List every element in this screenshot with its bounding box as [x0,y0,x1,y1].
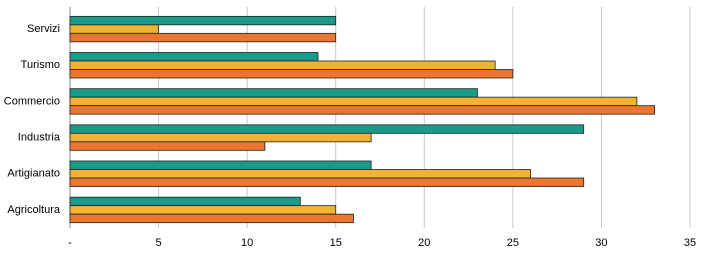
x-tick-label: 20 [418,237,430,249]
bar [69,60,496,70]
bar [69,24,159,34]
x-tick-label: 5 [156,237,162,249]
bar [69,88,478,98]
x-tick-label: 10 [241,237,253,249]
y-tick-label: Servizi [27,23,60,35]
bar [69,69,514,79]
y-tick-label: Artigianato [7,168,60,180]
y-tick-label: Industria [18,131,61,143]
bar [69,213,354,224]
bar [69,96,638,107]
bar [69,105,655,115]
bar [69,196,301,207]
y-tick-label: Turismo [21,59,60,71]
bar [69,177,585,187]
bar [69,52,319,62]
x-tick-label: 30 [595,237,607,249]
bar [69,32,337,43]
bar [69,160,372,170]
x-tick-label: 15 [330,237,342,249]
y-tick-label: Commercio [4,95,60,107]
bar [69,141,266,151]
bar [69,124,585,134]
bar [69,205,337,215]
x-tick-label: - [68,237,72,249]
x-tick-label: 25 [507,237,519,249]
bar [69,132,372,143]
bar [69,169,531,179]
y-tick-label: Agricoltura [7,204,60,216]
bar [69,15,337,26]
x-tick-label: 35 [684,237,696,249]
